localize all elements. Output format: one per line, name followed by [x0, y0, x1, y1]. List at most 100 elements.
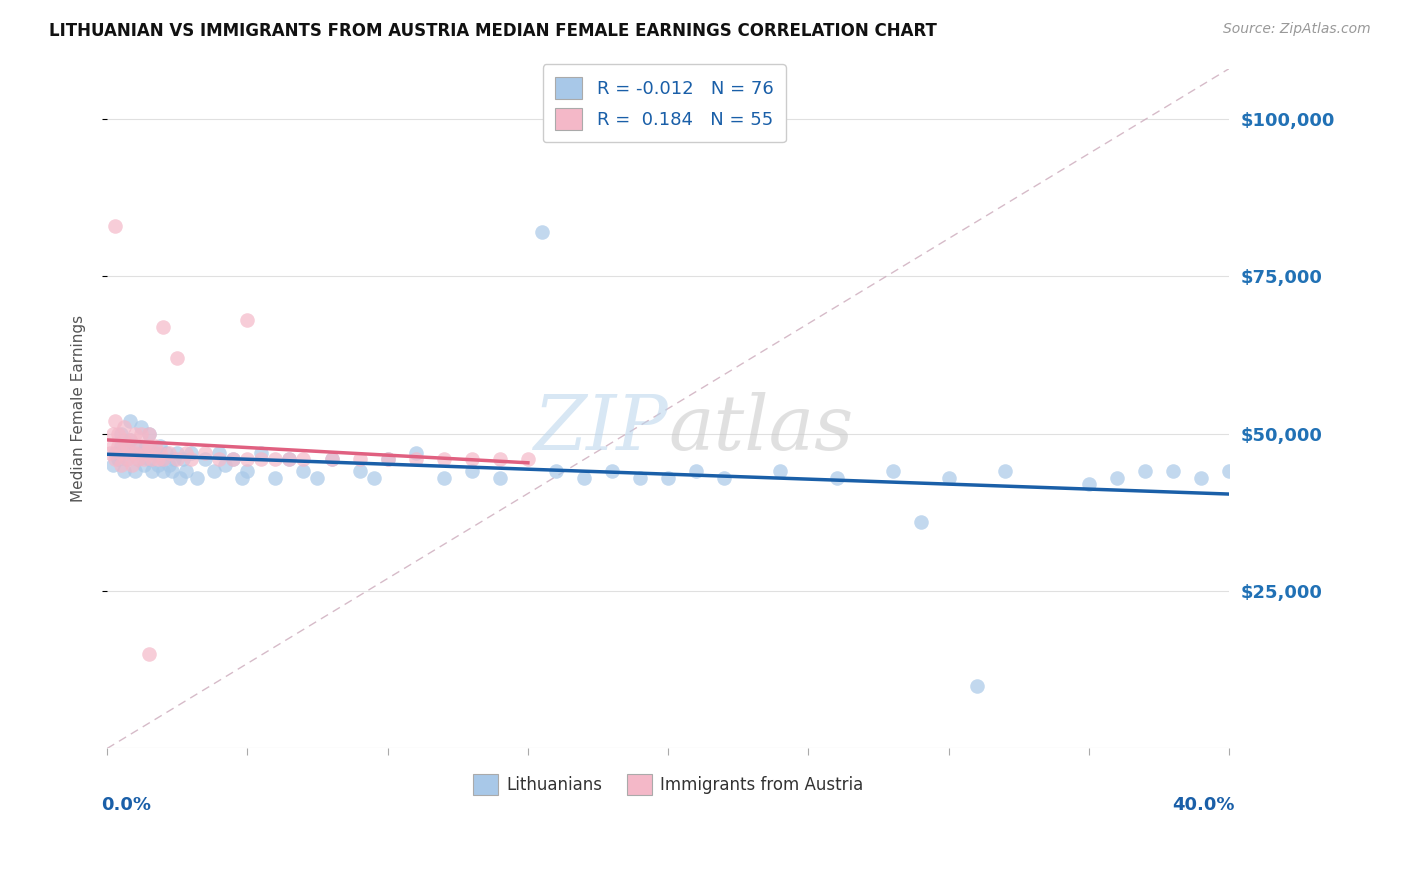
- Point: [124, 445, 146, 459]
- Point: [152, 451, 174, 466]
- Point: [124, 465, 146, 479]
- Point: [127, 451, 149, 466]
- Point: [307, 471, 329, 485]
- Point: [222, 451, 245, 466]
- Point: [138, 426, 160, 441]
- Point: [292, 451, 315, 466]
- Point: [124, 439, 146, 453]
- Point: [152, 465, 174, 479]
- Point: [166, 351, 188, 365]
- Point: [157, 445, 180, 459]
- Point: [194, 445, 217, 459]
- Point: [250, 451, 273, 466]
- Point: [461, 465, 484, 479]
- Point: [107, 426, 129, 441]
- Point: [172, 451, 194, 466]
- Point: [321, 451, 343, 466]
- Point: [377, 451, 399, 466]
- Point: [112, 465, 135, 479]
- Point: [825, 471, 848, 485]
- Point: [112, 420, 135, 434]
- Point: [149, 439, 172, 453]
- Point: [124, 426, 146, 441]
- Point: [107, 451, 129, 466]
- Point: [127, 451, 149, 466]
- Point: [121, 458, 143, 472]
- Text: Source: ZipAtlas.com: Source: ZipAtlas.com: [1223, 22, 1371, 37]
- Point: [363, 471, 385, 485]
- Point: [118, 433, 141, 447]
- Point: [115, 451, 138, 466]
- Point: [115, 439, 138, 453]
- Point: [149, 445, 172, 459]
- Point: [169, 471, 191, 485]
- Point: [461, 451, 484, 466]
- Point: [146, 451, 169, 466]
- Point: [132, 451, 155, 466]
- Point: [98, 445, 121, 459]
- Point: [349, 451, 371, 466]
- Point: [489, 471, 512, 485]
- Point: [115, 451, 138, 466]
- Point: [180, 451, 202, 466]
- Point: [1133, 465, 1156, 479]
- Text: 0.0%: 0.0%: [101, 796, 152, 814]
- Point: [544, 465, 567, 479]
- Point: [110, 426, 132, 441]
- Point: [101, 458, 124, 472]
- Point: [101, 439, 124, 453]
- Point: [994, 465, 1017, 479]
- Point: [104, 219, 127, 233]
- Point: [141, 451, 163, 466]
- Point: [1218, 465, 1240, 479]
- Point: [250, 445, 273, 459]
- Point: [910, 515, 932, 529]
- Point: [110, 458, 132, 472]
- Point: [278, 451, 301, 466]
- Text: atlas: atlas: [668, 392, 853, 466]
- Point: [129, 439, 152, 453]
- Point: [118, 414, 141, 428]
- Point: [1105, 471, 1128, 485]
- Point: [530, 225, 553, 239]
- Point: [685, 465, 707, 479]
- Point: [236, 451, 259, 466]
- Point: [112, 433, 135, 447]
- Point: [157, 458, 180, 472]
- Point: [135, 439, 157, 453]
- Text: ZIP: ZIP: [533, 392, 668, 466]
- Point: [129, 445, 152, 459]
- Point: [138, 439, 160, 453]
- Point: [516, 451, 538, 466]
- Point: [405, 451, 427, 466]
- Point: [138, 426, 160, 441]
- Point: [1078, 477, 1101, 491]
- Point: [292, 465, 315, 479]
- Point: [1189, 471, 1212, 485]
- Point: [349, 465, 371, 479]
- Point: [572, 471, 595, 485]
- Point: [110, 439, 132, 453]
- Point: [433, 471, 456, 485]
- Point: [101, 426, 124, 441]
- Point: [938, 471, 960, 485]
- Point: [107, 439, 129, 453]
- Point: [166, 445, 188, 459]
- Point: [174, 445, 197, 459]
- Point: [160, 465, 183, 479]
- Point: [966, 679, 988, 693]
- Point: [214, 458, 236, 472]
- Text: LITHUANIAN VS IMMIGRANTS FROM AUSTRIA MEDIAN FEMALE EARNINGS CORRELATION CHART: LITHUANIAN VS IMMIGRANTS FROM AUSTRIA ME…: [49, 22, 936, 40]
- Point: [194, 451, 217, 466]
- Point: [135, 445, 157, 459]
- Point: [152, 451, 174, 466]
- Point: [104, 414, 127, 428]
- Point: [155, 445, 177, 459]
- Point: [433, 451, 456, 466]
- Point: [222, 451, 245, 466]
- Point: [118, 433, 141, 447]
- Point: [628, 471, 651, 485]
- Point: [174, 465, 197, 479]
- Point: [138, 647, 160, 661]
- Point: [278, 451, 301, 466]
